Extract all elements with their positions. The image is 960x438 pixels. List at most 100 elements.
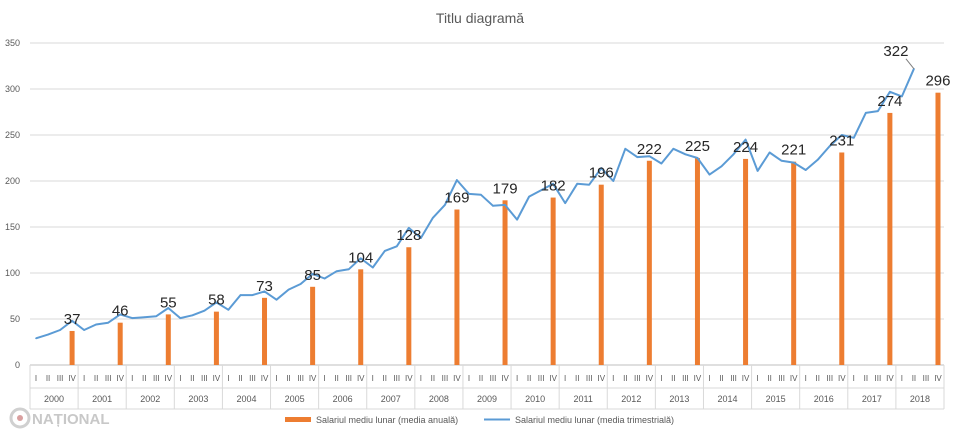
bar-data-label: 46 xyxy=(112,303,129,320)
quarter-label: IV xyxy=(165,374,173,383)
quarter-label: IV xyxy=(597,374,605,383)
bar xyxy=(598,184,604,365)
quarter-label: II xyxy=(334,374,338,383)
line-point xyxy=(227,309,230,311)
bar-data-label: 169 xyxy=(444,190,469,207)
quarter-label: III xyxy=(57,374,64,383)
quarter-label: IV xyxy=(261,374,269,383)
quarter-label: IV xyxy=(405,374,413,383)
quarter-label: I xyxy=(805,374,807,383)
bar xyxy=(743,158,749,365)
bar xyxy=(262,297,268,365)
legend-label-bars: Salariul mediu lunar (media anuală) xyxy=(316,415,458,425)
line-point xyxy=(853,136,855,139)
line-point xyxy=(624,148,627,150)
line-point xyxy=(480,194,482,196)
quarter-label: I xyxy=(372,374,374,383)
quarter-label: II xyxy=(383,374,387,383)
quarter-label: IV xyxy=(646,374,654,383)
line-point xyxy=(191,314,194,317)
bar-data-label: 296 xyxy=(925,73,950,90)
line-point xyxy=(167,307,170,309)
line-point xyxy=(564,202,566,204)
y-tick-label: 0 xyxy=(15,360,20,370)
bar-data-label: 225 xyxy=(685,138,710,155)
bar-data-label: 55 xyxy=(160,294,177,311)
year-label: 2014 xyxy=(718,394,738,404)
quarter-label: IV xyxy=(549,374,557,383)
year-label: 2008 xyxy=(429,394,449,404)
year-label: 2011 xyxy=(574,394,593,404)
quarter-label: IV xyxy=(790,374,798,383)
quarter-label: IV xyxy=(309,374,317,383)
line-point xyxy=(143,316,146,318)
quarter-label: II xyxy=(815,374,819,383)
line-point xyxy=(780,159,783,162)
line-point xyxy=(576,182,578,185)
quarter-label: II xyxy=(431,374,435,383)
line-point xyxy=(516,218,518,221)
line-point xyxy=(131,317,134,319)
line-point xyxy=(287,288,290,291)
bar-data-label: 274 xyxy=(877,93,902,110)
line-point xyxy=(420,237,422,239)
line-point xyxy=(95,323,97,326)
year-label: 2018 xyxy=(910,394,930,404)
line-point xyxy=(383,250,386,252)
quarter-label: I xyxy=(227,374,229,383)
quarter-label: I xyxy=(901,374,903,383)
quarter-label: I xyxy=(35,374,37,383)
line-point xyxy=(828,145,831,147)
y-tick-label: 100 xyxy=(5,268,20,278)
line-series xyxy=(35,67,915,340)
line-point xyxy=(612,180,615,182)
bar xyxy=(887,112,893,365)
line-point xyxy=(119,313,121,316)
line-point xyxy=(528,195,530,198)
line-point xyxy=(492,205,494,207)
quarter-label: III xyxy=(826,374,833,383)
bar xyxy=(646,160,652,365)
bar-data-label: 104 xyxy=(348,249,373,266)
quarter-label: IV xyxy=(68,374,76,383)
line-point xyxy=(59,329,61,331)
year-label: 2001 xyxy=(92,394,112,404)
year-label: 2003 xyxy=(188,394,208,404)
bar-data-label: 58 xyxy=(208,292,225,309)
line-point xyxy=(672,148,675,150)
line-point xyxy=(660,162,663,165)
bar-data-label: 231 xyxy=(829,132,854,149)
quarter-label: II xyxy=(767,374,771,383)
quarter-label: II xyxy=(912,374,916,383)
quarter-label: IV xyxy=(213,374,221,383)
quarter-label: II xyxy=(190,374,194,383)
quarter-label: IV xyxy=(116,374,124,383)
year-label: 2002 xyxy=(140,394,160,404)
line-point xyxy=(636,156,639,158)
line-point xyxy=(263,290,266,293)
quarter-label: III xyxy=(538,374,545,383)
line-point xyxy=(456,179,458,181)
bar-data-label: 37 xyxy=(64,311,81,328)
quarter-label: III xyxy=(153,374,160,383)
line-point xyxy=(768,151,771,154)
line-point xyxy=(720,165,723,168)
line-point xyxy=(444,204,446,206)
quarter-label: III xyxy=(249,374,256,383)
line-point xyxy=(47,333,49,336)
bar-data-label: 179 xyxy=(493,180,518,197)
quarter-label: IV xyxy=(886,374,894,383)
quarter-label: II xyxy=(479,374,483,383)
quarter-label: II xyxy=(46,374,50,383)
bar-data-label: 73 xyxy=(256,278,273,295)
bar xyxy=(935,92,941,366)
quarter-label: IV xyxy=(453,374,461,383)
line-point xyxy=(684,153,687,156)
bar xyxy=(358,269,364,365)
quarter-label: III xyxy=(875,374,882,383)
logo-icon xyxy=(9,407,31,429)
quarter-label: I xyxy=(324,374,326,383)
bar-data-label: 224 xyxy=(733,139,758,156)
quarter-label: III xyxy=(393,374,400,383)
